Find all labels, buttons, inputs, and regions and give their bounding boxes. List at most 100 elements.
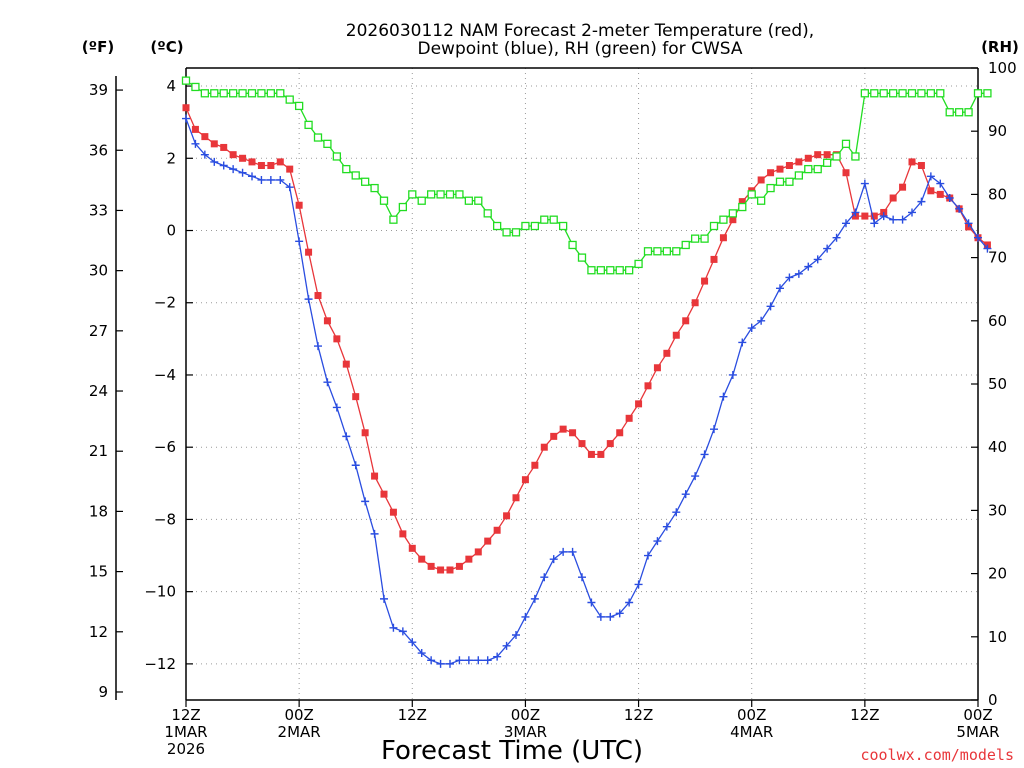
data-point <box>832 233 841 242</box>
data-point <box>841 139 851 148</box>
data-point <box>483 209 492 218</box>
data-point <box>304 120 313 130</box>
data-point <box>804 154 812 162</box>
data-point <box>238 89 247 98</box>
x-axis-title: Forecast Time (UTC) <box>381 736 643 766</box>
data-point <box>314 342 322 351</box>
data-point <box>305 248 313 256</box>
data-point <box>672 331 680 339</box>
data-point <box>521 612 530 621</box>
data-point <box>352 393 360 401</box>
data-point <box>512 630 520 639</box>
data-point <box>549 215 558 224</box>
data-point <box>672 247 681 256</box>
data-point <box>286 165 294 173</box>
celsius-tick-label: −8 <box>154 510 176 528</box>
data-point <box>700 234 709 243</box>
data-point <box>182 104 190 112</box>
data-point <box>238 168 247 177</box>
data-point <box>973 89 983 98</box>
data-point <box>239 154 247 162</box>
data-point <box>625 414 633 422</box>
data-point <box>851 152 860 161</box>
data-point <box>408 190 417 199</box>
data-point <box>653 247 662 256</box>
data-point <box>229 165 238 174</box>
data-point <box>332 403 341 412</box>
fahrenheit-tick-label: 12 <box>89 623 108 641</box>
data-point <box>596 612 605 621</box>
data-point <box>823 151 831 159</box>
series-dewpoint <box>182 114 992 668</box>
data-point <box>681 240 690 250</box>
data-point <box>682 317 690 325</box>
data-point <box>257 162 265 170</box>
rh-tick-label: 0 <box>988 691 998 709</box>
data-point <box>983 89 992 98</box>
rh-tick-label: 50 <box>988 375 1007 393</box>
data-point <box>587 450 595 458</box>
data-point <box>511 228 521 237</box>
celsius-tick-label: 0 <box>166 222 176 240</box>
data-point <box>361 429 369 437</box>
fahrenheit-tick-label: 30 <box>89 262 108 280</box>
data-point <box>530 594 539 603</box>
data-point <box>351 461 360 470</box>
celsius-tick-label: 2 <box>166 149 176 167</box>
data-point <box>870 212 878 220</box>
data-point <box>908 208 916 217</box>
data-point <box>191 139 200 148</box>
data-point <box>795 158 803 166</box>
fahrenheit-tick-label: 18 <box>89 502 108 520</box>
data-point <box>577 253 587 262</box>
data-point <box>474 548 482 556</box>
fahrenheit-tick-label: 24 <box>89 382 108 400</box>
data-point <box>719 215 728 224</box>
data-point <box>691 299 699 307</box>
data-point <box>710 255 718 263</box>
data-point <box>936 89 945 98</box>
data-point <box>804 164 813 174</box>
data-point <box>398 202 408 212</box>
celsius-tick-label: −10 <box>144 583 176 601</box>
plot-frame <box>185 67 979 701</box>
data-point <box>474 196 483 205</box>
data-point <box>606 612 615 621</box>
data-point <box>465 555 473 563</box>
time-tick-label: 00Z <box>963 706 992 724</box>
data-point <box>776 284 784 293</box>
data-point <box>257 89 266 98</box>
fahrenheit-tick-label: 21 <box>89 442 108 460</box>
celsius-tick-label: −4 <box>154 366 176 384</box>
fahrenheit-axis: 39 36 33 30 27 24 21 18 15 12 9 <box>89 76 123 701</box>
data-point <box>181 76 191 85</box>
data-point <box>182 114 190 123</box>
fahrenheit-tick-label: 33 <box>89 201 108 219</box>
data-point <box>294 101 304 111</box>
data-point <box>521 476 529 484</box>
data-point <box>813 255 822 264</box>
data-point <box>785 273 794 282</box>
data-point <box>360 177 370 186</box>
fahrenheit-tick-label: 9 <box>98 683 108 701</box>
data-point <box>814 151 822 159</box>
data-point <box>983 244 992 253</box>
rh-tick-label: 60 <box>988 312 1007 330</box>
data-point <box>370 183 379 193</box>
data-point <box>747 324 756 333</box>
data-point <box>502 641 511 650</box>
data-point <box>870 89 879 98</box>
data-point <box>634 580 643 589</box>
data-point <box>295 237 304 246</box>
data-point <box>248 158 256 166</box>
celsius-tick-label: −6 <box>154 438 176 456</box>
data-point <box>785 177 794 186</box>
data-point <box>710 425 718 434</box>
data-point <box>738 198 746 206</box>
data-point <box>361 497 370 506</box>
data-point <box>219 89 228 98</box>
data-point <box>728 370 737 379</box>
fahrenheit-axis-label: (ºF) <box>82 38 114 56</box>
